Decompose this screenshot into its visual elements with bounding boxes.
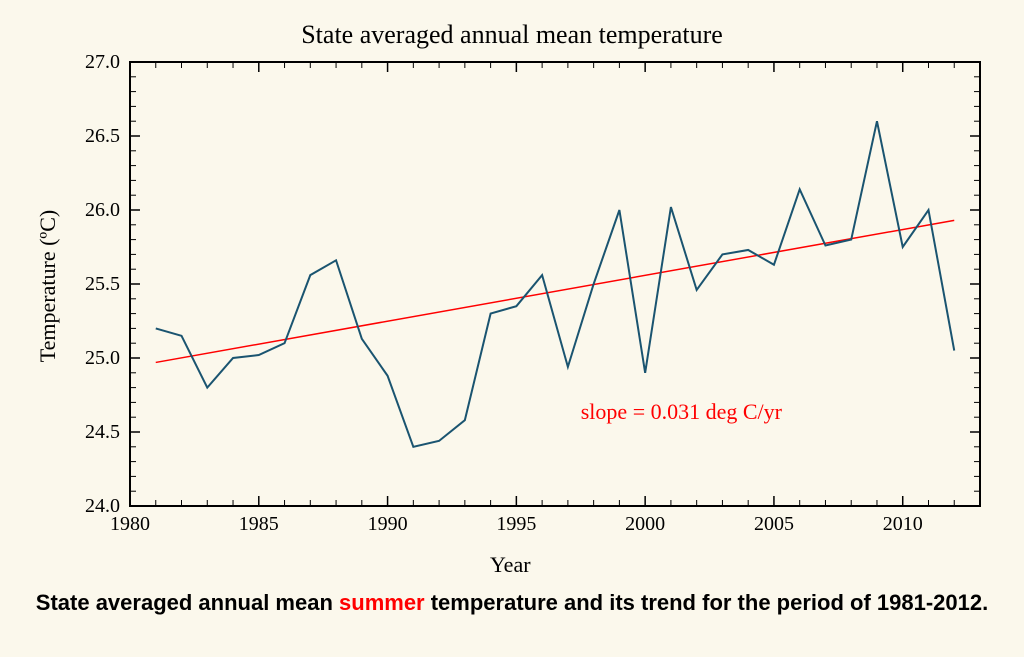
figure-container: { "layout": { "canvas": { "w": 1024, "h"… — [0, 0, 1024, 657]
data-line — [156, 121, 954, 447]
y-tick-label: 24.0 — [85, 495, 120, 517]
x-tick-label: 2005 — [754, 513, 794, 535]
x-tick-label: 1985 — [239, 513, 279, 535]
x-tick-label: 1990 — [368, 513, 408, 535]
x-tick-label: 2010 — [883, 513, 923, 535]
figure-caption: State averaged annual mean summer temper… — [0, 588, 1024, 618]
chart-plot: 198019851990199520002005201024.024.525.0… — [0, 0, 1024, 657]
y-tick-label: 24.5 — [85, 421, 120, 443]
y-tick-label: 26.0 — [85, 199, 120, 221]
x-tick-label: 1995 — [496, 513, 536, 535]
caption-highlight: summer — [339, 590, 425, 615]
caption-text: State averaged annual mean — [36, 590, 339, 615]
caption-text: temperature and its trend for the period… — [425, 590, 989, 615]
slope-annotation: slope = 0.031 deg C/yr — [581, 399, 782, 425]
y-tick-label: 26.5 — [85, 125, 120, 147]
y-tick-label: 27.0 — [85, 51, 120, 73]
x-tick-label: 2000 — [625, 513, 665, 535]
y-tick-label: 25.5 — [85, 273, 120, 295]
y-tick-label: 25.0 — [85, 347, 120, 369]
trend-line — [156, 220, 954, 362]
